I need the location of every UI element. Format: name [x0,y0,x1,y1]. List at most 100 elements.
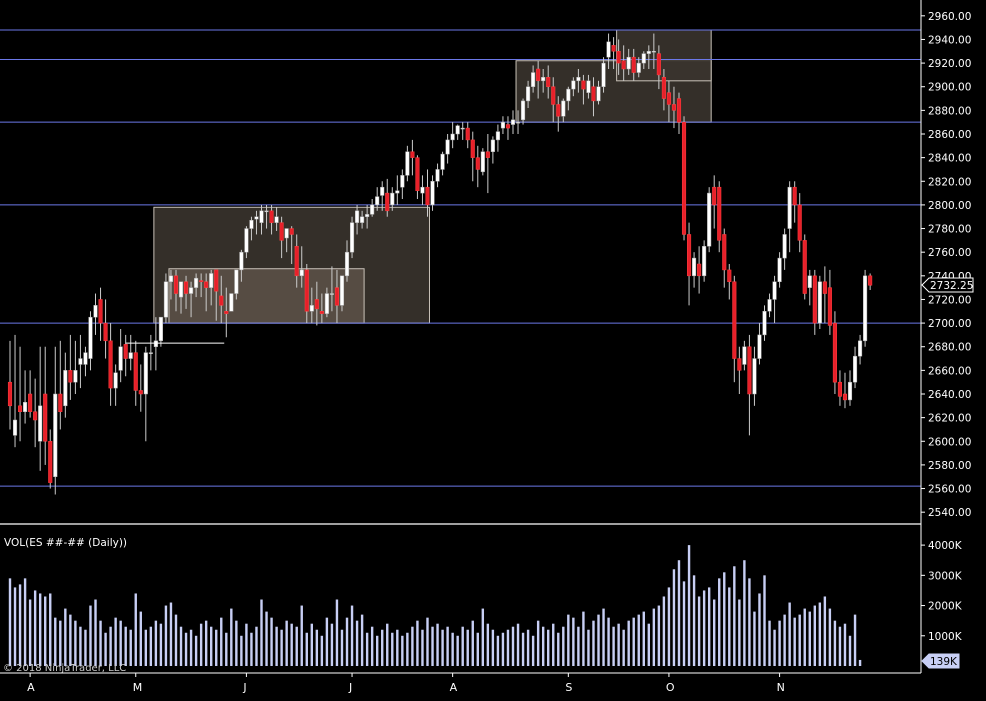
volume-bar-141 [713,599,716,666]
candle-body [7,381,13,407]
candle-122 [616,39,621,75]
candle-body [284,228,289,239]
candle-55 [279,216,284,259]
candle-body [314,299,319,310]
candle-15 [78,334,83,389]
candle-body [380,186,385,196]
volume-bar-166 [838,626,842,666]
candle-118 [596,80,601,105]
candle-body [868,275,873,286]
volume-bar-23 [119,620,122,666]
candle-123 [621,45,626,81]
candle-168 [847,370,853,406]
candle-41 [209,269,214,306]
volume-bar-142 [718,578,721,666]
volume-bar-7 [38,593,42,666]
candle-90 [455,124,460,140]
candle-94 [475,145,480,188]
volume-bar-44 [225,632,228,666]
volume-bar-100 [506,629,510,666]
volume-bar-64 [325,617,329,666]
volume-bar-165 [833,620,837,666]
volume-bar-63 [320,635,324,666]
volume-bar-51 [260,599,263,666]
candle-body [309,305,314,312]
candle-body [299,269,304,277]
volume-tick-label: 4000K [928,540,963,552]
candle-body [138,390,143,395]
candle-87 [440,151,445,176]
candle-82 [415,155,420,199]
volume-bar-45 [230,608,233,666]
candle-154 [777,252,782,288]
horizontal-levels [0,29,921,487]
candle-62 [314,281,319,326]
volume-bar-156 [788,602,791,666]
candle-46 [234,269,239,300]
candle-38 [194,273,199,298]
volume-bar-29 [149,626,153,666]
last-volume-label: 139K [930,656,958,668]
volume-bar-17 [89,605,92,666]
volume-bar-99 [501,632,505,666]
volume-bar-73 [370,626,374,666]
candle-69 [349,216,355,259]
volume-bar-65 [330,623,334,666]
candle-body [470,139,475,158]
volume-bar-90 [456,635,459,666]
candle-body [526,86,531,102]
candles [7,33,873,495]
candle-106 [536,60,541,99]
candle-115 [581,74,586,105]
candle-body [83,352,88,365]
candle-body [365,214,370,217]
candle-body [234,269,239,294]
volume-bar-105 [531,635,535,666]
candle-body [249,220,254,229]
volume-bar-133 [672,569,676,666]
volume-bar-122 [617,623,620,666]
price-axis[interactable]: 2540.00 2560.00 2580.00 2600.00 2620.00 2640.… [920,0,971,673]
candle-167 [842,372,848,409]
price-tick-label: 2840.00 [928,153,971,165]
volume-bar-74 [375,635,379,666]
candle-body [375,196,380,206]
candle-162 [817,275,822,329]
candle-148 [747,334,752,436]
candle-45 [229,293,234,312]
candle-44 [224,287,229,338]
volume-bar-140 [707,587,711,666]
candle-53 [269,204,274,235]
candle-body [480,151,485,173]
candle-137 [692,252,697,288]
candle-29 [148,334,153,371]
volume-bar-160 [808,611,811,666]
candle-117 [591,77,596,117]
volume-bar-134 [677,560,681,666]
volume-bar-128 [647,623,651,666]
candle-165 [832,311,837,394]
candle-170 [858,334,863,365]
volume-panel[interactable]: VOL(ES ##-## (Daily)) [4,537,862,666]
candle-body [43,393,48,442]
candle-120 [606,33,611,69]
candle-body [586,80,591,93]
volume-bar-39 [199,623,203,666]
candle-116 [586,74,591,99]
candle-101 [510,110,516,134]
volume-bar-155 [783,614,786,666]
candle-132 [666,80,671,123]
price-panel[interactable] [0,29,921,495]
candle-body [576,77,581,82]
volume-bar-77 [391,632,394,666]
candle-171 [863,269,868,347]
month-label: O [666,681,675,694]
candle-body [536,68,541,82]
candle-68 [344,240,350,282]
candle-7 [38,346,43,471]
volume-axis[interactable]: 1000K 2000K 3000K 4000K [921,540,963,643]
candle-97 [490,136,495,164]
candle-12 [63,352,68,418]
